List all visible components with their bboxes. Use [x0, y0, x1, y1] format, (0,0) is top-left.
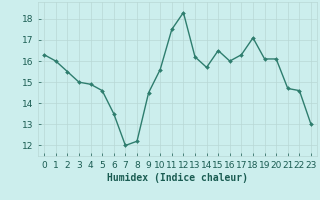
X-axis label: Humidex (Indice chaleur): Humidex (Indice chaleur)	[107, 173, 248, 183]
